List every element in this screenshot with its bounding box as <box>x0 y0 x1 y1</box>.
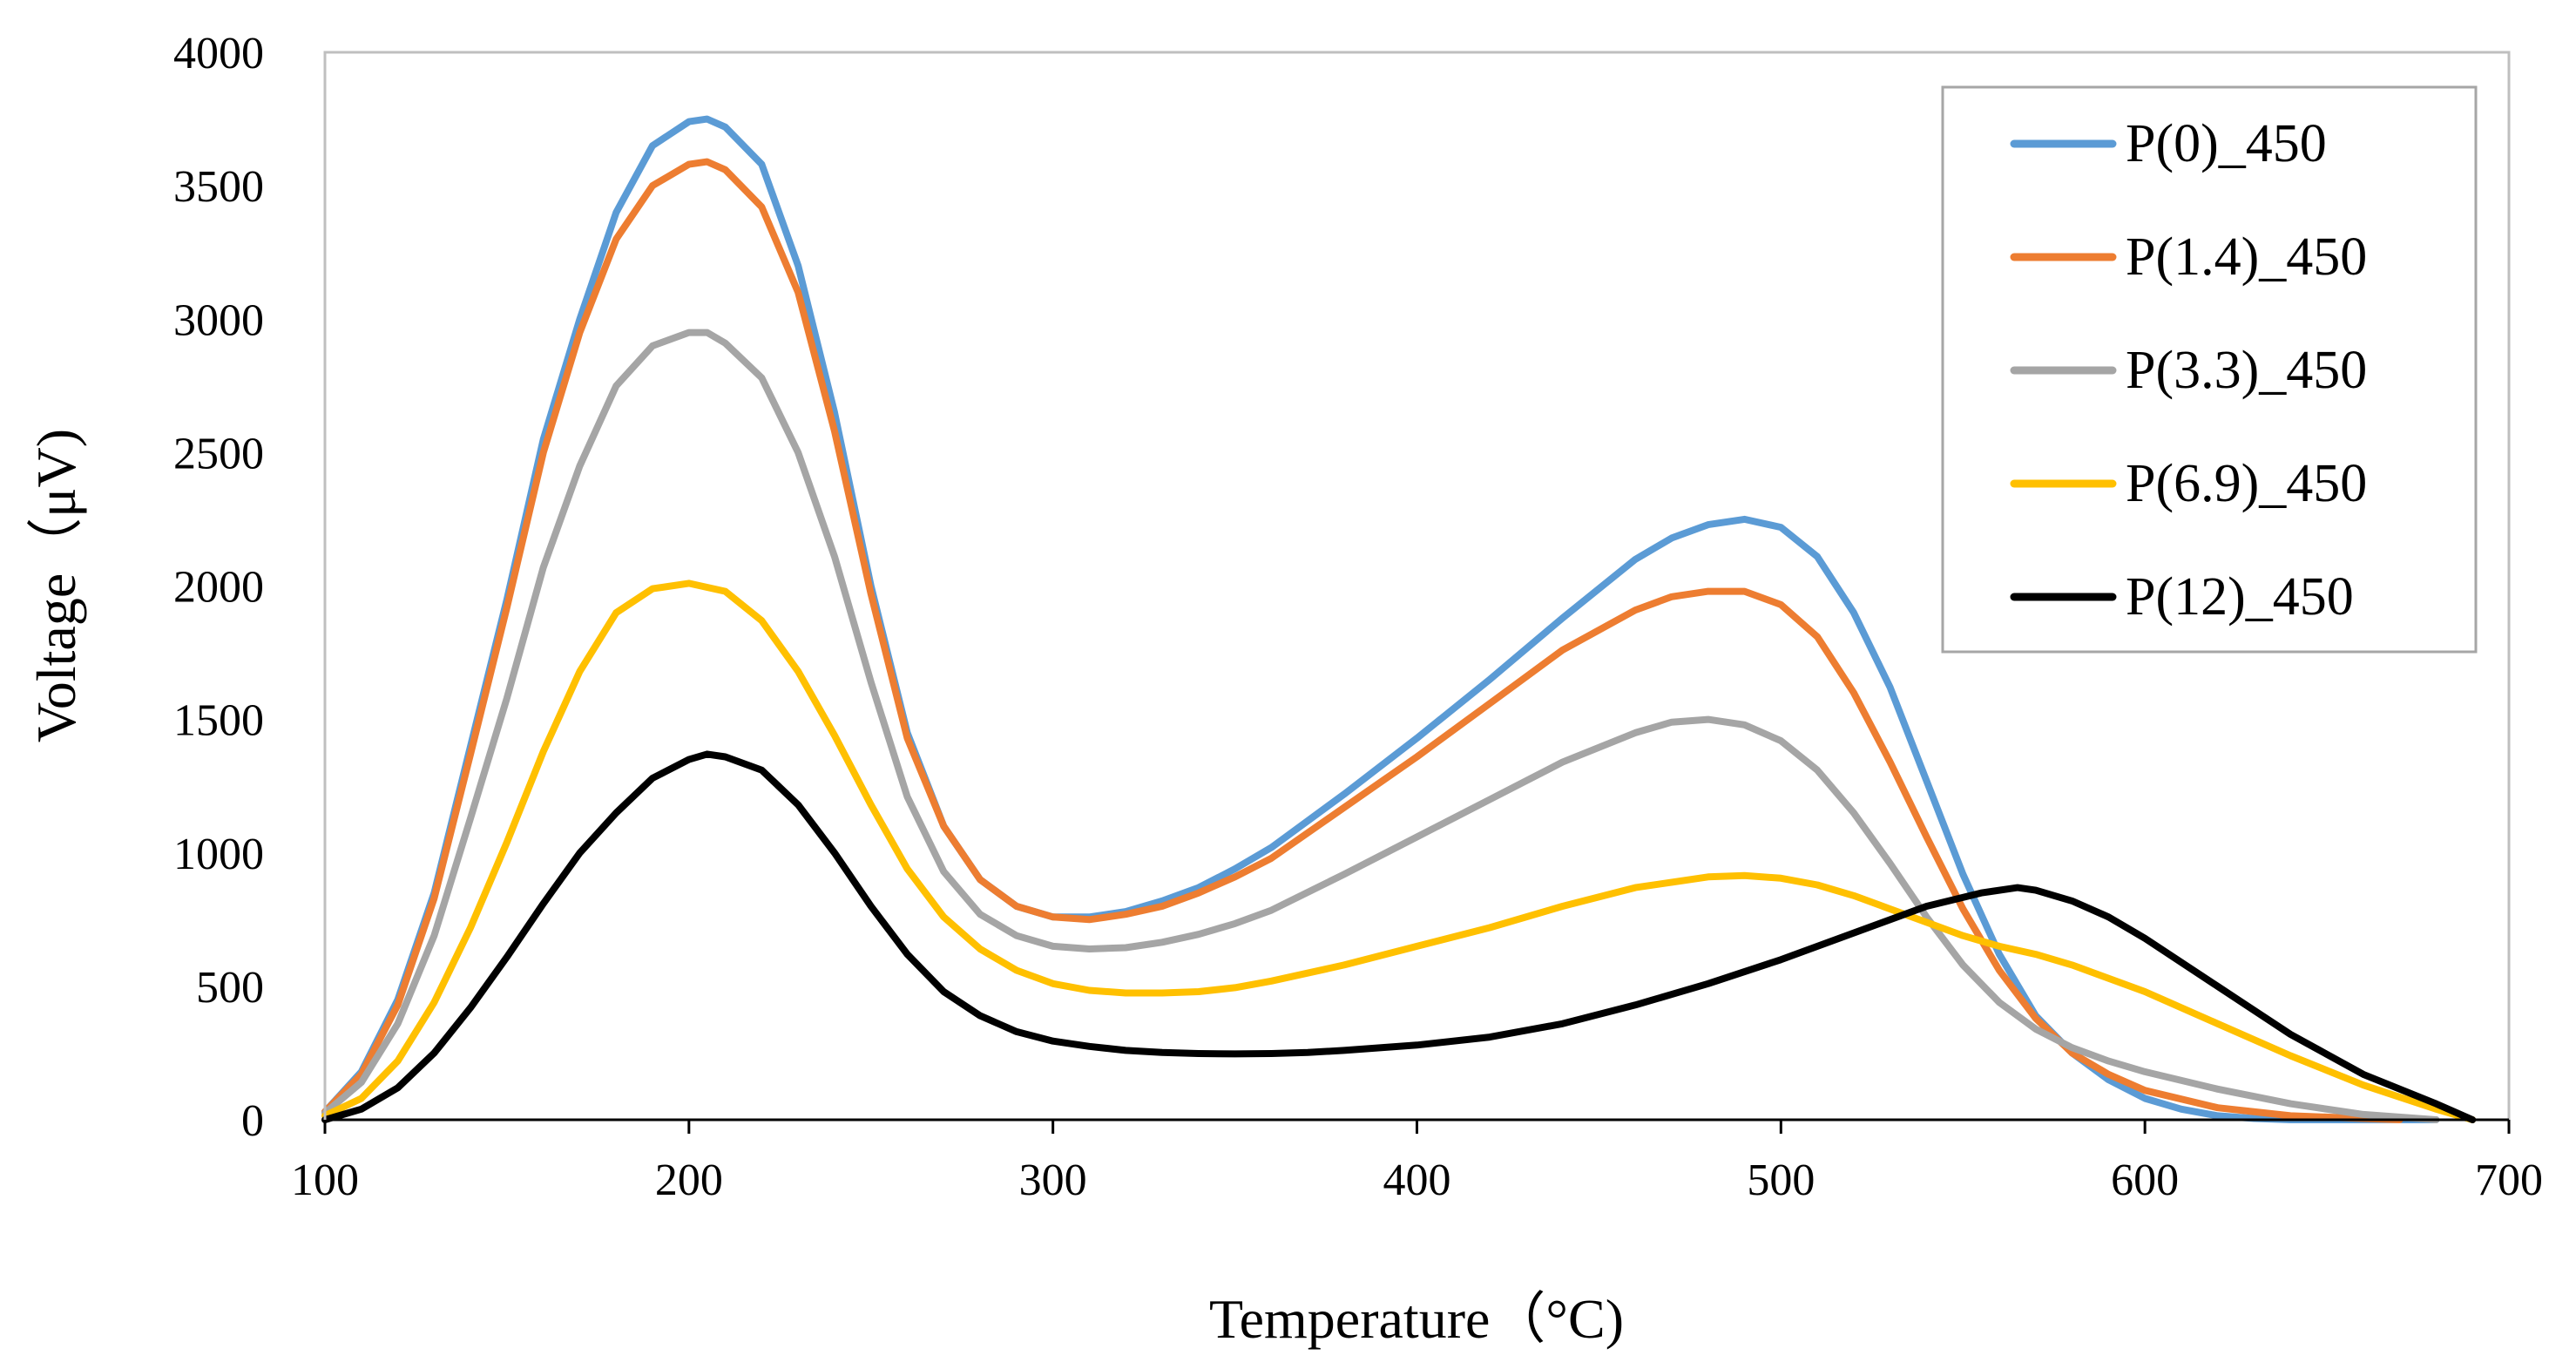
legend-label-4: P(6.9)_450 <box>2126 454 2367 513</box>
tick-layer: 100 200 300 400 500 600 700 0 500 1000 1500 2000 250… <box>173 29 2543 1205</box>
x-tick-label: 300 <box>1019 1156 1087 1205</box>
x-tick-label: 600 <box>2111 1156 2179 1205</box>
y-tick-label: 3000 <box>173 295 264 345</box>
y-tick-label: 2500 <box>173 429 264 478</box>
x-axis-title: Temperature（°C) <box>1209 1288 1624 1350</box>
y-tick-label: 500 <box>196 963 264 1013</box>
series-line-3 <box>321 329 2440 1123</box>
series-line-2 <box>321 158 2404 1123</box>
legend-label-5: P(12)_450 <box>2126 567 2354 627</box>
series-line-4 <box>321 579 2477 1123</box>
y-tick-label: 3500 <box>173 162 264 212</box>
legend-label-2: P(1.4)_450 <box>2126 227 2367 287</box>
series-line-5 <box>321 750 2477 1123</box>
series-layer <box>321 115 2477 1123</box>
x-tick-label: 400 <box>1383 1156 1451 1205</box>
y-tick-label: 2000 <box>173 563 264 613</box>
legend: P(0)_450 P(1.4)_450 P(3.3)_450 P(6.9)_450 P(… <box>1941 85 2478 654</box>
legend-label-1: P(0)_450 <box>2126 114 2327 173</box>
y-tick-label: 4000 <box>173 29 264 78</box>
y-axis-title: Voltage（μV) <box>25 429 87 742</box>
legend-label-3: P(3.3)_450 <box>2126 341 2367 400</box>
y-tick-label: 1500 <box>173 696 264 746</box>
x-tick-label: 100 <box>291 1156 359 1205</box>
x-tick-label: 700 <box>2475 1156 2543 1205</box>
legend-items: P(0)_450 P(1.4)_450 P(3.3)_450 P(6.9)_450 P(… <box>2010 114 2367 627</box>
y-tick-label: 0 <box>241 1096 264 1146</box>
x-tick-label: 200 <box>655 1156 723 1205</box>
y-tick-label: 1000 <box>173 830 264 879</box>
x-tick-label: 500 <box>1747 1156 1815 1205</box>
